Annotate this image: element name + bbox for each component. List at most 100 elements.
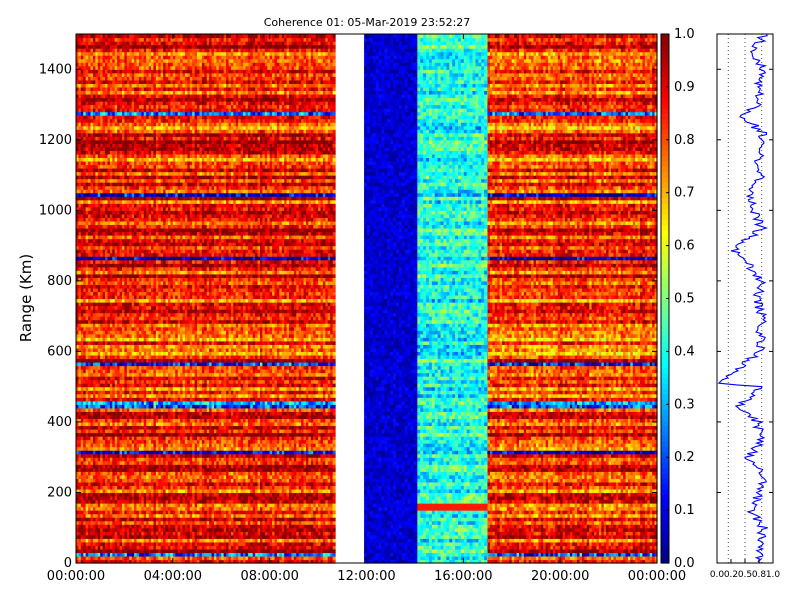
- heatmap-cell: [92, 316, 96, 321]
- heatmap-cell: [83, 383, 87, 388]
- heatmap-cell: [100, 129, 104, 134]
- heatmap-cell: [76, 361, 80, 367]
- heatmap-cell: [95, 495, 99, 501]
- heatmap-cell: [97, 534, 101, 539]
- heatmap-cell: [112, 157, 116, 162]
- heatmap-cell: [109, 41, 113, 46]
- heatmap-cell: [102, 404, 106, 409]
- heatmap-cell: [100, 51, 104, 56]
- heatmap-cell: [107, 548, 111, 554]
- heatmap-cell: [112, 541, 116, 546]
- heatmap-cell: [92, 41, 96, 46]
- heatmap-cell: [92, 450, 96, 455]
- heatmap-cell: [109, 492, 113, 497]
- heatmap-cell: [78, 182, 82, 187]
- heatmap-cell: [95, 178, 99, 183]
- heatmap-cell: [109, 485, 113, 490]
- heatmap-cell: [76, 242, 80, 247]
- heatmap-cell: [76, 164, 80, 169]
- heatmap-cell: [78, 160, 82, 166]
- heatmap-cell: [92, 168, 96, 173]
- heatmap-cell: [102, 249, 106, 254]
- heatmap-cell: [76, 273, 80, 278]
- heatmap-cell: [85, 168, 89, 173]
- heatmap-cell: [112, 531, 116, 536]
- heatmap-cell: [92, 443, 96, 448]
- heatmap-cell: [95, 291, 99, 296]
- heatmap-cell: [105, 390, 109, 395]
- heatmap-cell: [83, 358, 87, 363]
- heatmap-cell: [105, 471, 109, 476]
- heatmap-cell: [88, 305, 92, 310]
- heatmap-cell: [97, 139, 101, 144]
- heatmap-cell: [105, 34, 109, 39]
- heatmap-cell: [80, 400, 84, 405]
- heatmap-cell: [97, 305, 101, 310]
- heatmap-cell: [109, 259, 113, 264]
- heatmap-cell: [88, 393, 92, 398]
- heatmap-cell: [95, 337, 99, 342]
- heatmap-cell: [88, 115, 92, 120]
- heatmap-cell: [107, 203, 111, 208]
- heatmap-cell: [107, 83, 111, 88]
- heatmap-cell: [76, 249, 80, 254]
- heatmap-cell: [88, 407, 92, 412]
- heatmap-cell: [85, 450, 89, 455]
- heatmap-cell: [88, 199, 92, 204]
- heatmap-cell: [83, 446, 87, 451]
- heatmap-cell: [80, 213, 84, 218]
- heatmap-cell: [90, 460, 94, 465]
- heatmap-cell: [80, 294, 84, 300]
- heatmap-cell: [83, 510, 87, 515]
- heatmap-cell: [100, 146, 104, 151]
- heatmap-cell: [83, 369, 87, 374]
- heatmap-cell: [105, 481, 109, 487]
- heatmap-cell: [88, 284, 92, 289]
- heatmap-cell: [80, 421, 84, 427]
- heatmap-cell: [95, 206, 99, 211]
- heatmap-cell: [92, 383, 96, 388]
- heatmap-cell: [112, 192, 116, 197]
- heatmap-cell: [83, 541, 87, 546]
- heatmap-cell: [112, 168, 116, 173]
- heatmap-cell: [80, 277, 84, 282]
- heatmap-cell: [102, 129, 106, 134]
- heatmap-cell: [88, 58, 92, 63]
- heatmap-cell: [92, 305, 96, 310]
- heatmap-cell: [97, 457, 101, 462]
- heatmap-cell: [90, 506, 94, 511]
- heatmap-cell: [112, 446, 116, 451]
- heatmap-cell: [97, 242, 101, 247]
- heatmap-cell: [112, 252, 116, 257]
- heatmap-cell: [85, 44, 89, 49]
- heatmap-cell: [97, 330, 101, 335]
- heatmap-cell: [76, 287, 80, 293]
- heatmap-cell: [90, 390, 94, 395]
- heatmap-cell: [105, 69, 109, 74]
- heatmap-cell: [92, 446, 96, 451]
- heatmap-cell: [107, 115, 111, 120]
- heatmap-cell: [78, 178, 82, 183]
- heatmap-cell: [102, 41, 106, 46]
- heatmap-cell: [105, 354, 109, 360]
- heatmap-cell: [105, 203, 109, 208]
- heatmap-cell: [92, 372, 96, 377]
- heatmap-cell: [107, 492, 111, 497]
- heatmap-cell: [107, 305, 111, 310]
- heatmap-cell: [85, 506, 89, 511]
- heatmap-cell: [85, 312, 89, 317]
- heatmap-cell: [83, 132, 87, 137]
- heatmap-cell: [105, 76, 109, 81]
- heatmap-cell: [109, 432, 113, 437]
- heatmap-cell: [80, 203, 84, 208]
- heatmap-cell: [105, 407, 109, 412]
- heatmap-cell: [100, 333, 104, 338]
- heatmap-cell: [107, 150, 111, 155]
- heatmap-cell: [102, 488, 106, 494]
- heatmap-cell: [92, 517, 96, 522]
- heatmap-cell: [107, 386, 111, 391]
- heatmap-cell: [100, 199, 104, 204]
- heatmap-cell: [100, 517, 104, 522]
- heatmap-cell: [102, 252, 106, 257]
- heatmap-cell: [112, 319, 116, 324]
